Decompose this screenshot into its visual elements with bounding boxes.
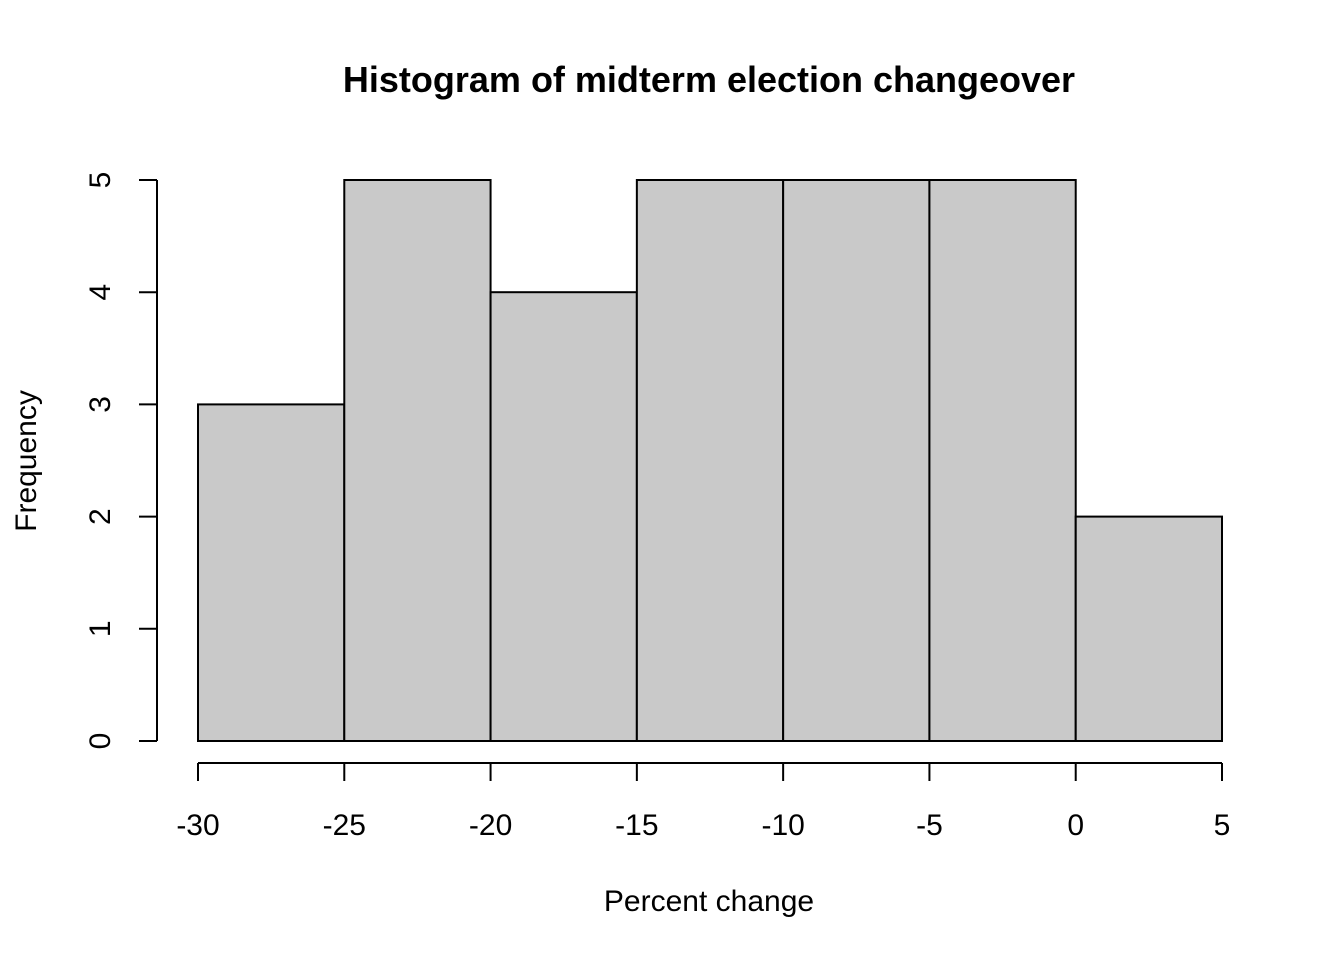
x-tick-label: -20 bbox=[469, 809, 512, 842]
y-tick-label: 2 bbox=[84, 508, 117, 525]
x-tick-label: -15 bbox=[615, 809, 658, 842]
histogram-bar bbox=[1074, 515, 1223, 742]
y-tick-label: 4 bbox=[84, 284, 117, 301]
y-axis: 0 1 2 3 4 5 bbox=[84, 172, 158, 750]
y-tick-label: 1 bbox=[84, 620, 117, 637]
x-axis: -30 -25 -20 -15 -10 -5 0 5 bbox=[176, 762, 1231, 842]
y-tick-label: 5 bbox=[84, 172, 117, 189]
histogram-bars bbox=[197, 179, 1223, 742]
x-tick-label: -5 bbox=[916, 809, 943, 842]
chart-title: Histogram of midterm election changeover bbox=[343, 59, 1075, 100]
x-tick-label: 0 bbox=[1067, 809, 1084, 842]
histogram-bar bbox=[343, 179, 492, 742]
x-axis-label: Percent change bbox=[604, 885, 814, 918]
histogram-bar bbox=[928, 179, 1077, 742]
x-tick-label: -30 bbox=[176, 809, 219, 842]
y-tick-label: 3 bbox=[84, 396, 117, 413]
x-tick-label: 5 bbox=[1214, 809, 1231, 842]
x-tick-label: -10 bbox=[761, 809, 804, 842]
y-axis-label: Frequency bbox=[10, 390, 43, 532]
histogram-bar bbox=[197, 403, 346, 742]
histogram-bar bbox=[782, 179, 931, 742]
x-tick-label: -25 bbox=[323, 809, 366, 842]
histogram-bar bbox=[635, 179, 785, 742]
histogram-bar bbox=[489, 291, 638, 742]
y-tick-label: 0 bbox=[84, 733, 117, 750]
